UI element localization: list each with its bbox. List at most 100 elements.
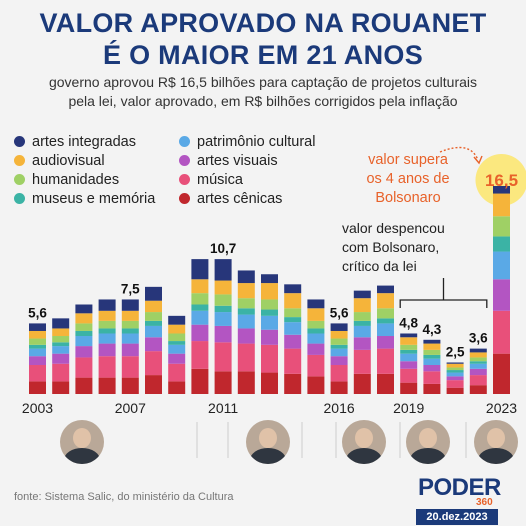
total-label-2019: 4,8 — [399, 315, 418, 330]
bar-2004-artes-integradas — [52, 318, 70, 329]
bar-2008-humanidades — [145, 312, 162, 321]
bar-2005-artes-integradas — [75, 304, 93, 314]
bar-2020-artes-cenicas — [423, 383, 441, 394]
bar-2004-audiovisual — [52, 328, 70, 337]
bar-2023-humanidades — [493, 216, 510, 237]
legend-item-musica: música — [179, 172, 243, 188]
legend-swatch — [14, 174, 25, 185]
bar-2019-humanidades — [400, 344, 418, 350]
bar-2014-artes-visuais — [284, 334, 302, 349]
bar-2022-artes-integradas — [469, 348, 487, 353]
bar-2005-audiovisual — [75, 313, 93, 324]
bar-2011-artes-cenicas — [214, 371, 232, 394]
bar-2016-artes-cenicas — [330, 381, 348, 394]
x-tick-2019: 2019 — [393, 400, 424, 416]
bar-2008-artes-integradas — [145, 286, 162, 301]
bar-2007-humanidades — [121, 320, 139, 329]
bar-2014-audiovisual — [284, 293, 302, 309]
highlight-glow — [475, 154, 526, 206]
bar-2023-museus-e-memoria — [493, 236, 510, 252]
bar-2003-artes-visuais — [29, 356, 46, 366]
legend-swatch — [179, 193, 190, 204]
bar-2009-musica — [168, 363, 186, 382]
total-label-2007: 7,5 — [121, 281, 140, 296]
bar-2019-patrimonio-cultural — [400, 353, 418, 362]
bar-2008-musica — [145, 351, 162, 376]
annotation-despencou-line-1: valor despencou — [342, 220, 445, 236]
bar-2015-artes-visuais — [307, 343, 325, 355]
legend-label: humanidades — [32, 172, 120, 188]
bar-2018-artes-visuais — [377, 336, 394, 349]
bar-2004-museus-e-memoria — [52, 342, 70, 347]
legend-label: artes visuais — [197, 153, 278, 169]
bar-2006-humanidades — [98, 320, 116, 329]
bar-2013-museus-e-memoria — [261, 309, 278, 316]
bar-2017-artes-cenicas — [353, 373, 371, 394]
bar-2016-museus-e-memoria — [330, 344, 348, 349]
bar-2008-audiovisual — [145, 300, 162, 313]
bar-2011-musica — [214, 342, 232, 372]
bar-2022-artes-cenicas — [469, 385, 487, 394]
bar-2004-humanidades — [52, 336, 70, 343]
bar-2010-musica — [191, 341, 209, 369]
bar-2023-artes-integradas — [493, 186, 510, 194]
bar-2015-artes-cenicas — [307, 376, 325, 394]
bar-2013-musica — [261, 344, 278, 373]
bar-2012-museus-e-memoria — [237, 308, 255, 315]
legend-swatch — [179, 155, 190, 166]
bar-2021-artes-cenicas — [446, 387, 464, 394]
bar-2023-patrimonio-cultural — [493, 251, 510, 280]
bar-2016-musica — [330, 365, 348, 382]
bar-2017-artes-integradas — [353, 290, 371, 299]
bar-2017-artes-visuais — [353, 337, 371, 350]
legend-item-artes-integradas: artes integradas — [14, 134, 136, 150]
bar-2010-humanidades — [191, 293, 209, 305]
bar-2010-artes-cenicas — [191, 368, 209, 394]
bar-2009-museus-e-memoria — [168, 341, 186, 345]
bar-2003-artes-cenicas — [29, 381, 46, 394]
bar-2021-musica — [446, 380, 464, 388]
total-label-2016: 5,6 — [330, 305, 349, 320]
bar-2020-humanidades — [423, 349, 441, 355]
bar-2019-museus-e-memoria — [400, 349, 418, 354]
bar-2003-musica — [29, 365, 46, 382]
bar-2007-audiovisual — [121, 310, 139, 321]
subtitle-line-1: governo aprovou R$ 16,5 bilhões para cap… — [48, 74, 478, 90]
bar-2014-artes-cenicas — [284, 373, 302, 394]
bar-2006-patrimonio-cultural — [98, 333, 116, 344]
bar-2018-museus-e-memoria — [377, 318, 394, 324]
x-tick-2011: 2011 — [208, 400, 238, 416]
bar-2008-artes-visuais — [145, 337, 162, 352]
bar-2017-museus-e-memoria — [353, 320, 371, 326]
bar-2017-audiovisual — [353, 298, 371, 313]
legend-item-museus-e-memoria: museus e memória — [14, 191, 155, 207]
legend-swatch — [14, 155, 25, 166]
total-label-2023: 16,5 — [485, 171, 518, 190]
bar-2004-artes-cenicas — [52, 381, 70, 394]
x-tick-2023: 2023 — [486, 400, 517, 416]
annotation-supera-line-3: Bolsonaro — [375, 190, 441, 206]
bar-2018-humanidades — [377, 308, 394, 319]
bar-2021-patrimonio-cultural — [446, 372, 464, 377]
publish-date: 20.dez.2023 — [416, 509, 498, 525]
bar-2009-artes-cenicas — [168, 381, 186, 394]
bar-2013-artes-visuais — [261, 329, 278, 345]
bar-2012-artes-cenicas — [237, 371, 255, 394]
bar-2022-musica — [469, 375, 487, 386]
bar-2012-artes-visuais — [237, 328, 255, 344]
bar-2007-patrimonio-cultural — [121, 333, 139, 344]
legend-label: artes cênicas — [197, 191, 283, 207]
annotation-supera: valor supera os 4 anos de Bolsonaro — [352, 151, 464, 208]
bar-2010-patrimonio-cultural — [191, 310, 209, 325]
bar-2010-artes-integradas — [191, 259, 209, 280]
bar-2021-audiovisual — [446, 363, 464, 368]
bar-2022-patrimonio-cultural — [469, 363, 487, 369]
bar-2005-musica — [75, 357, 93, 378]
bar-2009-artes-integradas — [168, 315, 186, 325]
bar-2011-artes-visuais — [214, 325, 232, 343]
annotation-supera-line-1: valor supera — [368, 152, 448, 168]
bar-2006-artes-visuais — [98, 343, 116, 357]
bar-2013-artes-integradas — [261, 274, 278, 284]
bar-2014-patrimonio-cultural — [284, 322, 302, 335]
